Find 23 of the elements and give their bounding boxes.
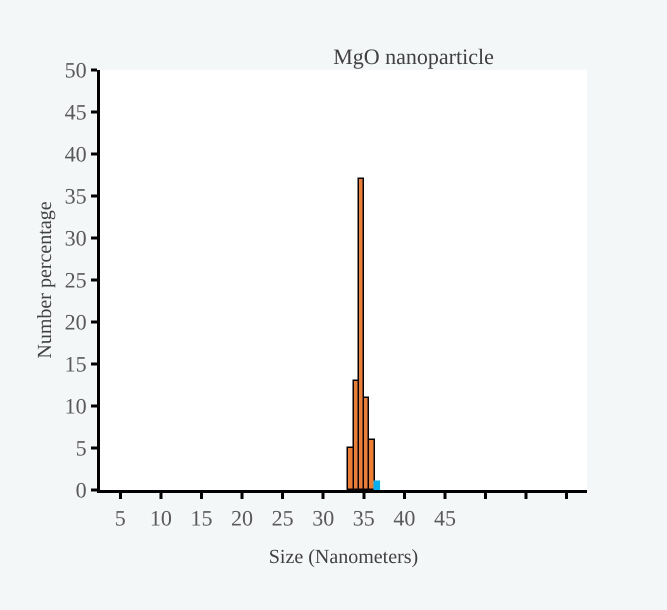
y-tick-label: 5: [76, 436, 87, 461]
x-tick-label: 40: [393, 505, 416, 530]
x-tick-label: 5: [114, 505, 126, 530]
y-tick-label: 20: [64, 310, 87, 335]
y-tick-label: 15: [64, 352, 87, 377]
y-tick-label: 0: [76, 478, 87, 503]
y-axis-title: Number percentage: [34, 201, 56, 359]
x-tick-label: 10: [150, 505, 172, 530]
y-tick-label: 10: [64, 394, 87, 419]
y-tick-label: 35: [64, 184, 87, 209]
x-tick-label: 25: [272, 505, 294, 530]
y-tick-label: 50: [64, 58, 87, 83]
y-tick-label: 25: [64, 268, 87, 293]
chart-title: MgO nanoparticle: [333, 44, 494, 70]
x-tick-label: 35: [352, 505, 375, 530]
x-tick-label: 20: [231, 505, 254, 530]
x-tick-label: 15: [190, 505, 212, 530]
x-tick-label: 45: [434, 505, 456, 530]
x-tick-label: 30: [312, 505, 334, 530]
y-tick-label: 45: [64, 100, 87, 125]
x-axis-title: Size (Nanometers): [268, 546, 418, 568]
y-tick-label: 30: [64, 226, 87, 251]
y-tick-label: 40: [64, 142, 87, 167]
